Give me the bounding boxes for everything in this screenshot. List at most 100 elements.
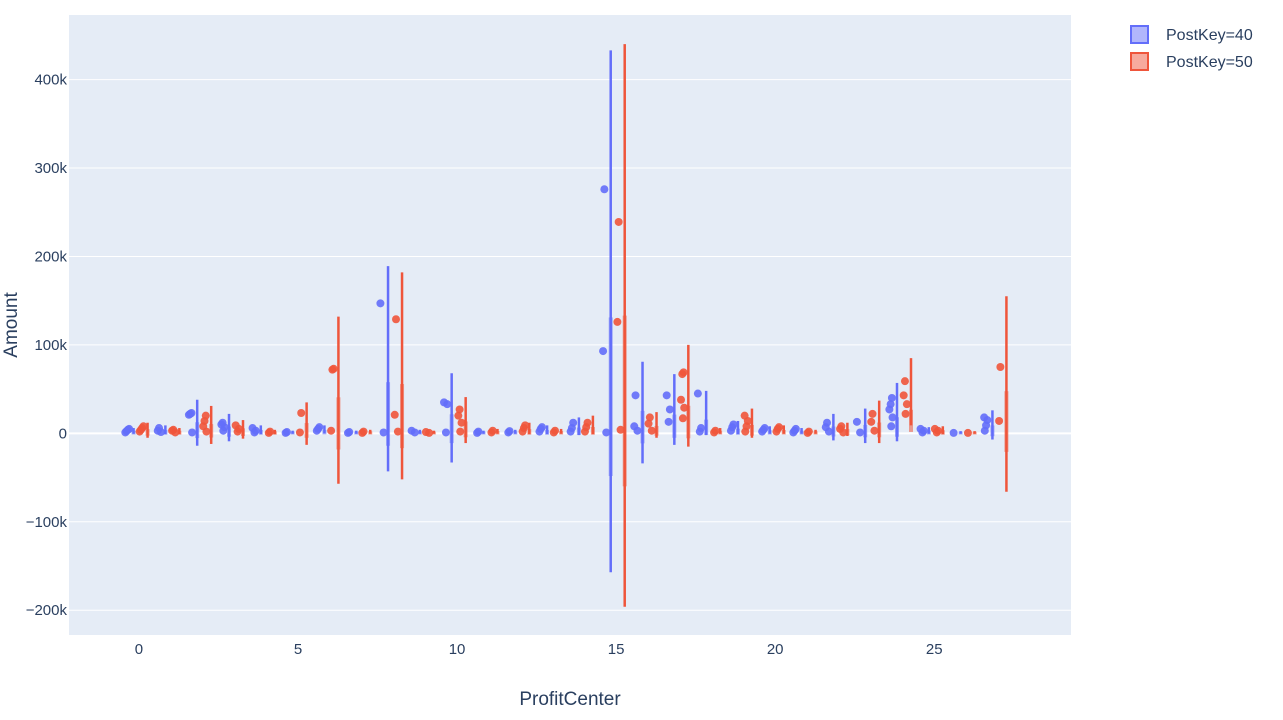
data-point [867, 417, 876, 426]
box-body [654, 425, 659, 436]
data-point [454, 411, 463, 420]
box-body [813, 431, 818, 435]
box-body [336, 397, 341, 450]
x-axis-title: ProfitCenter [519, 689, 621, 710]
legend-swatch-postkey-50 [1130, 52, 1149, 71]
box-body [926, 430, 931, 435]
data-point [329, 364, 338, 373]
box-body [227, 426, 232, 437]
box-body [417, 431, 422, 435]
y-axis-title: Amount [1, 292, 22, 358]
y-tick-label: −100k [26, 514, 68, 531]
box-body [990, 425, 995, 437]
data-point [345, 428, 354, 437]
box-body [463, 421, 468, 438]
box-body [895, 417, 900, 437]
y-tick-label: 400k [34, 72, 67, 89]
data-marks [121, 44, 1009, 607]
data-point [407, 426, 416, 435]
box-body [240, 428, 245, 436]
data-point [886, 400, 895, 409]
data-point [630, 422, 639, 431]
box-body [513, 431, 518, 435]
box-body [590, 427, 595, 435]
data-point [729, 420, 738, 429]
box-body [527, 429, 532, 435]
data-point [392, 315, 401, 324]
data-point [248, 424, 257, 433]
data-point [804, 427, 813, 436]
data-point [125, 424, 134, 433]
data-point [664, 417, 673, 426]
y-tick-label: 0 [59, 425, 67, 442]
box-body [545, 429, 550, 435]
data-point [647, 426, 656, 435]
data-point [297, 409, 306, 418]
box-body [163, 429, 168, 435]
data-point [899, 391, 908, 400]
box-body [322, 429, 327, 435]
data-point [887, 393, 896, 402]
data-point [887, 422, 896, 431]
x-tick-label: 25 [926, 641, 943, 658]
data-point [693, 389, 702, 398]
box-body [258, 429, 263, 435]
data-point [295, 428, 304, 437]
box-body [431, 431, 436, 435]
data-point [266, 427, 275, 436]
x-tick-label: 0 [135, 641, 143, 658]
data-point [678, 414, 687, 423]
data-point [187, 409, 196, 418]
data-point [916, 424, 925, 433]
box-body [799, 430, 804, 435]
data-point [760, 424, 769, 433]
data-point [677, 395, 686, 404]
box-body [972, 431, 977, 435]
data-point [888, 413, 897, 422]
x-tick-label: 10 [449, 641, 466, 658]
data-point [902, 400, 911, 409]
data-point [900, 377, 909, 386]
box-body [195, 422, 200, 439]
data-point [711, 426, 720, 435]
data-point [996, 363, 1005, 372]
data-point [327, 426, 336, 435]
data-point [421, 428, 430, 437]
box-body [559, 431, 564, 435]
box-body [304, 423, 309, 438]
data-point [901, 409, 910, 418]
data-point [218, 418, 227, 427]
data-point [616, 425, 625, 434]
x-tick-label: 20 [767, 641, 784, 658]
data-point [393, 427, 402, 436]
box-body [177, 430, 182, 435]
data-point [599, 347, 608, 356]
box-body [622, 315, 627, 487]
data-point [155, 424, 164, 433]
box-body [940, 430, 945, 435]
data-point [852, 417, 861, 426]
data-point [644, 419, 653, 428]
series-postkey-40 [121, 50, 995, 573]
box-body [290, 431, 295, 435]
data-point [201, 411, 210, 420]
legend-swatch-postkey-40 [1130, 25, 1149, 44]
data-point [282, 428, 291, 437]
data-point [600, 185, 609, 194]
box-body [831, 426, 836, 437]
data-point [521, 421, 530, 430]
data-point [488, 426, 497, 435]
box-body [354, 431, 359, 435]
data-point [870, 426, 879, 435]
data-point [456, 427, 465, 436]
box-body [735, 428, 740, 435]
data-point [868, 409, 877, 418]
data-point [631, 391, 640, 400]
box-body [145, 429, 150, 436]
data-point [379, 428, 388, 437]
data-point [538, 423, 547, 432]
data-point [680, 403, 689, 412]
data-point [697, 424, 706, 433]
data-point [457, 418, 466, 427]
